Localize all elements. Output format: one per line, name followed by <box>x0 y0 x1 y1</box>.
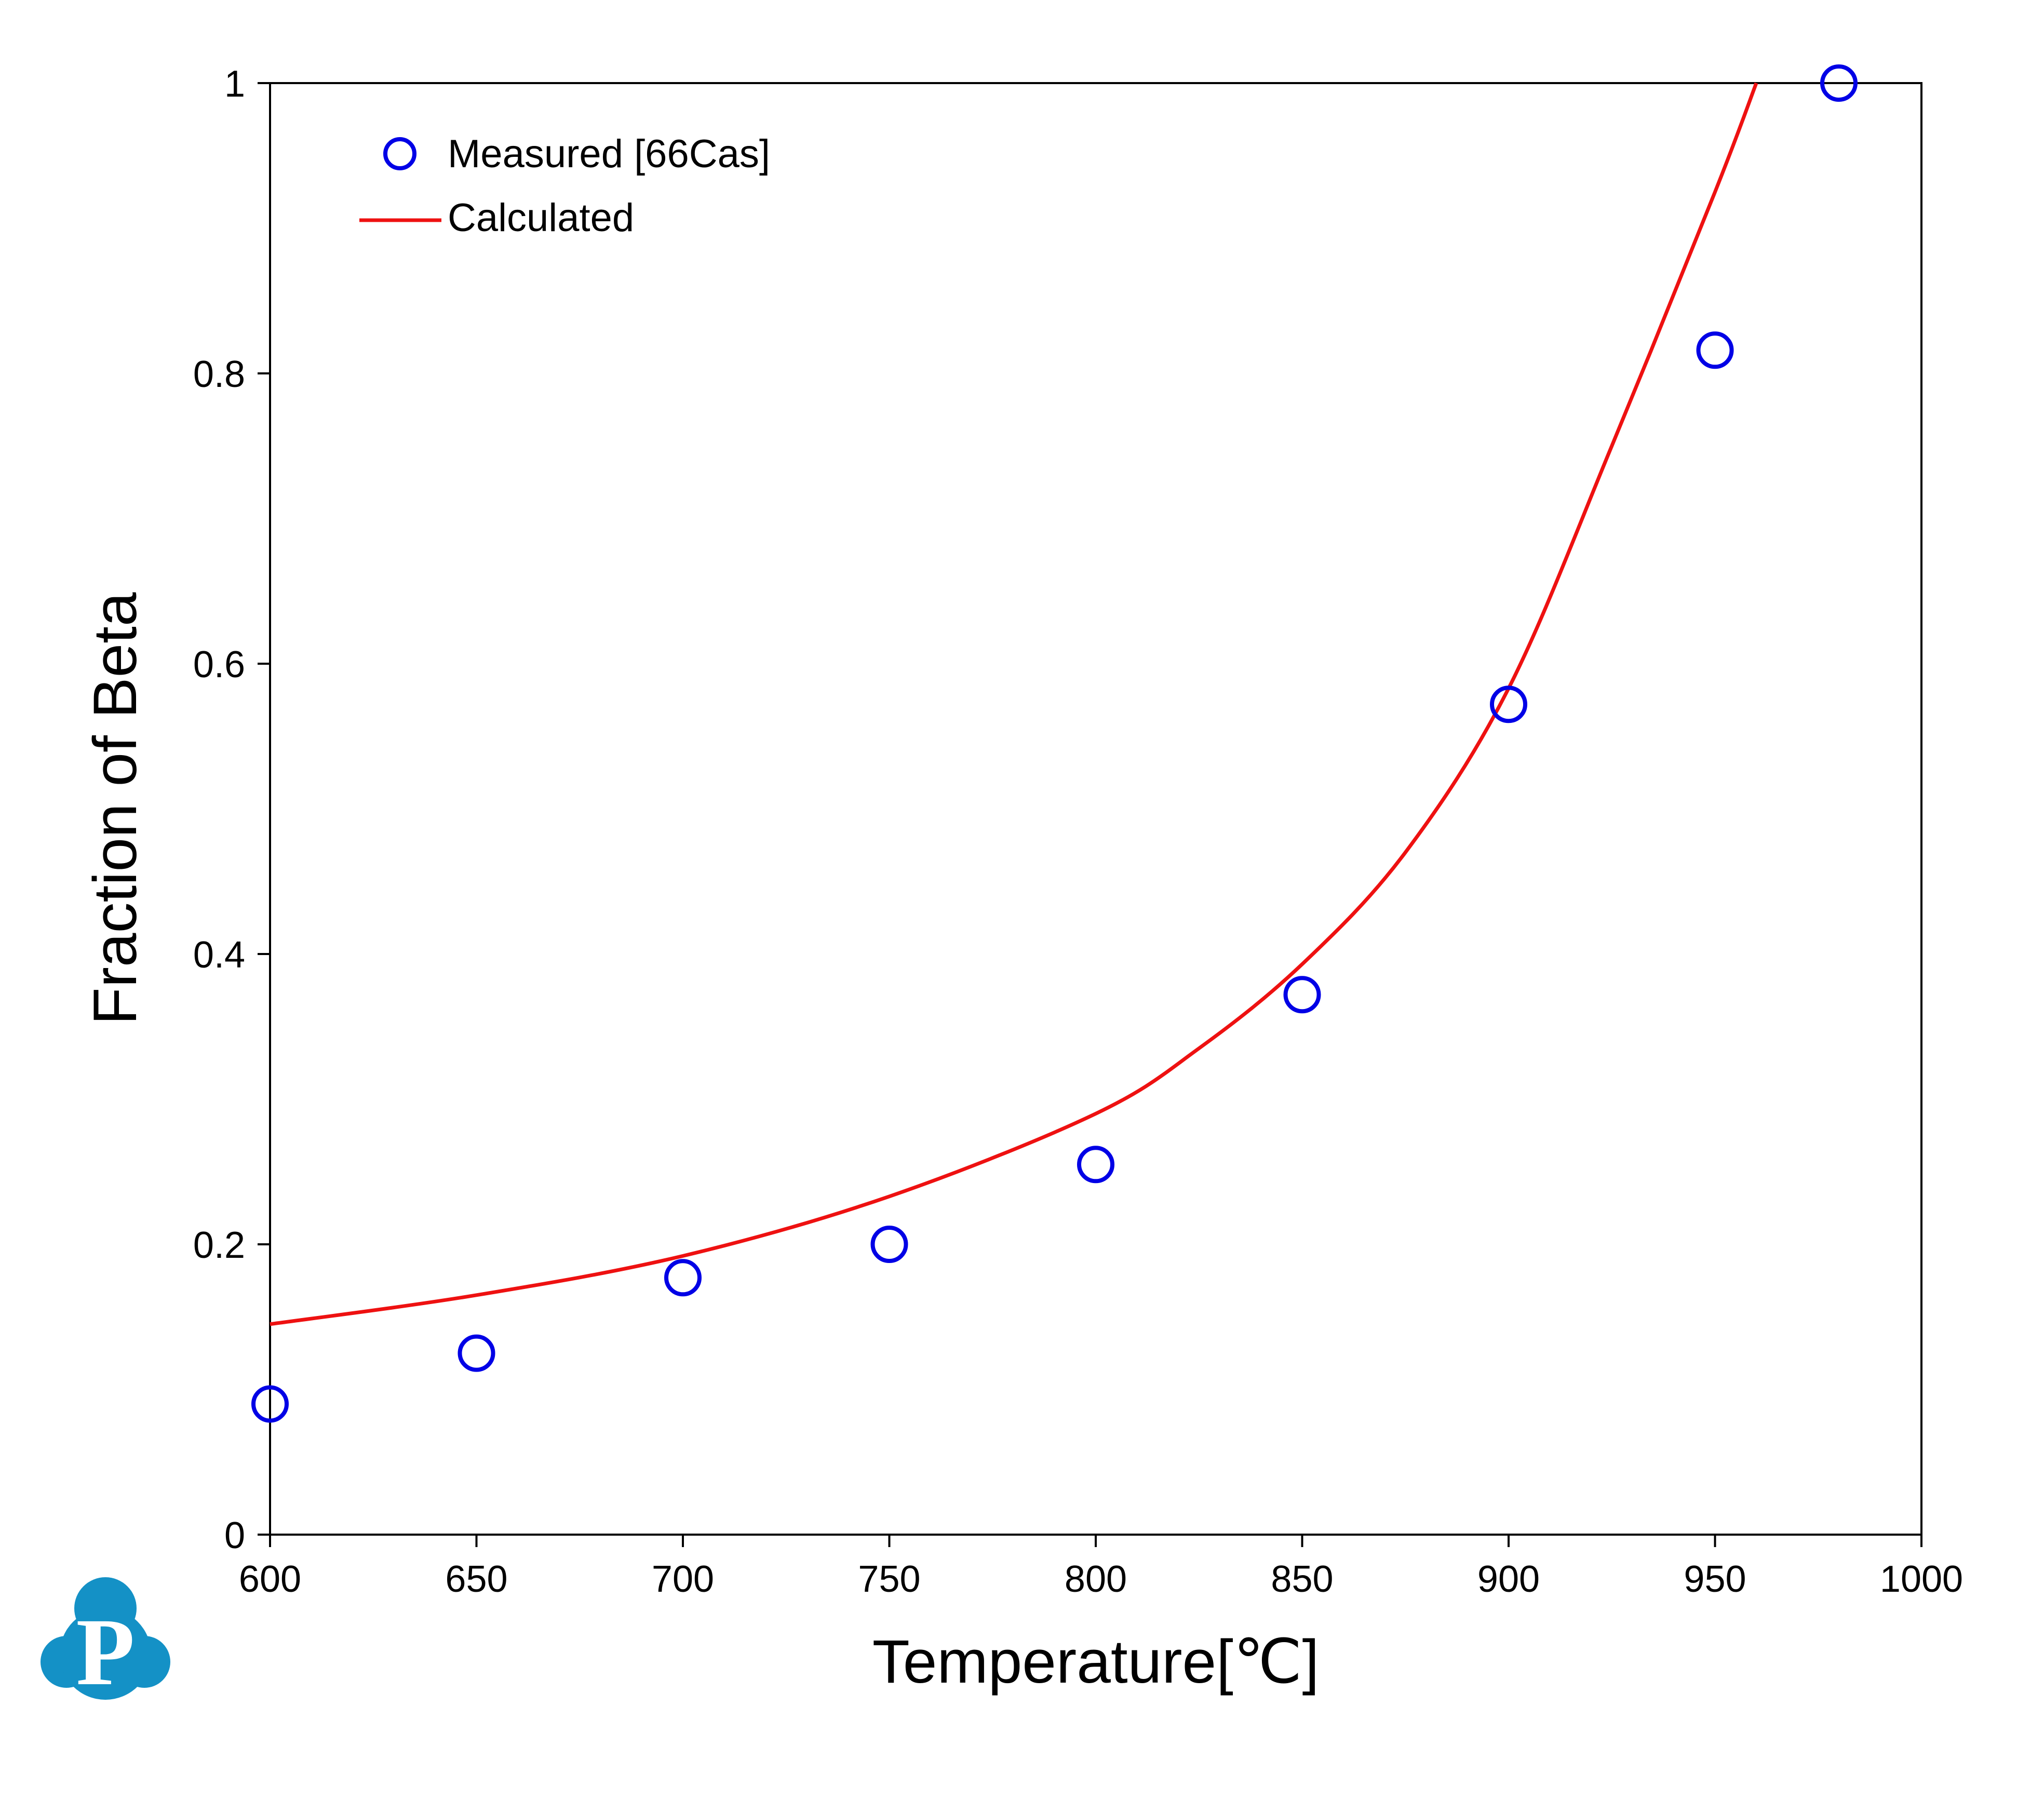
series-layer <box>251 64 1858 1423</box>
y-tick-label: 0 <box>224 1515 245 1556</box>
measured-point <box>1283 976 1321 1014</box>
y-axis-title: Fraction of Beta <box>81 592 150 1025</box>
y-tick-label: 0.8 <box>193 354 245 395</box>
x-tick-label: 800 <box>1065 1559 1127 1600</box>
logo-letter: P <box>76 1599 135 1705</box>
measured-point <box>1696 331 1734 369</box>
y-tick-label: 1 <box>224 63 245 105</box>
measured-point <box>251 1385 289 1423</box>
measured-point <box>870 1226 908 1263</box>
measured-point <box>458 1334 495 1372</box>
measured-point <box>1077 1146 1114 1184</box>
y-axis-ticks: 0 0.2 0.4 0.6 0.8 1 <box>193 63 270 1556</box>
plot-frame <box>269 82 1922 1536</box>
legend-label-measured: Measured [66Cas] <box>448 132 770 176</box>
legend-marker-measured <box>383 137 416 170</box>
measured-point <box>664 1259 702 1297</box>
calculated-curve <box>270 82 1758 1326</box>
measured-point <box>1820 64 1858 102</box>
x-tick-label: 700 <box>652 1559 714 1600</box>
measured-point <box>1490 686 1527 723</box>
x-tick-label: 850 <box>1271 1559 1333 1600</box>
y-tick-label: 0.6 <box>193 644 245 686</box>
x-tick-label: 650 <box>445 1559 507 1600</box>
y-tick-label: 0.2 <box>193 1225 245 1266</box>
x-tick-label: 750 <box>858 1559 920 1600</box>
y-tick-label: 0.4 <box>193 934 245 976</box>
x-tick-label: 600 <box>239 1559 301 1600</box>
x-tick-label: 900 <box>1477 1559 1540 1600</box>
logo-cloud-center <box>60 1608 151 1700</box>
legend-label-calculated: Calculated <box>448 196 634 240</box>
x-axis-title: Temperature[℃] <box>872 1628 1320 1696</box>
x-axis-ticks: 600 650 700 750 800 850 900 950 1000 <box>239 1535 1963 1600</box>
logo: P <box>41 1577 170 1705</box>
legend: Measured [66Cas] Calculated <box>359 132 770 240</box>
x-tick-label: 1000 <box>1880 1559 1963 1600</box>
x-tick-label: 950 <box>1684 1559 1746 1600</box>
